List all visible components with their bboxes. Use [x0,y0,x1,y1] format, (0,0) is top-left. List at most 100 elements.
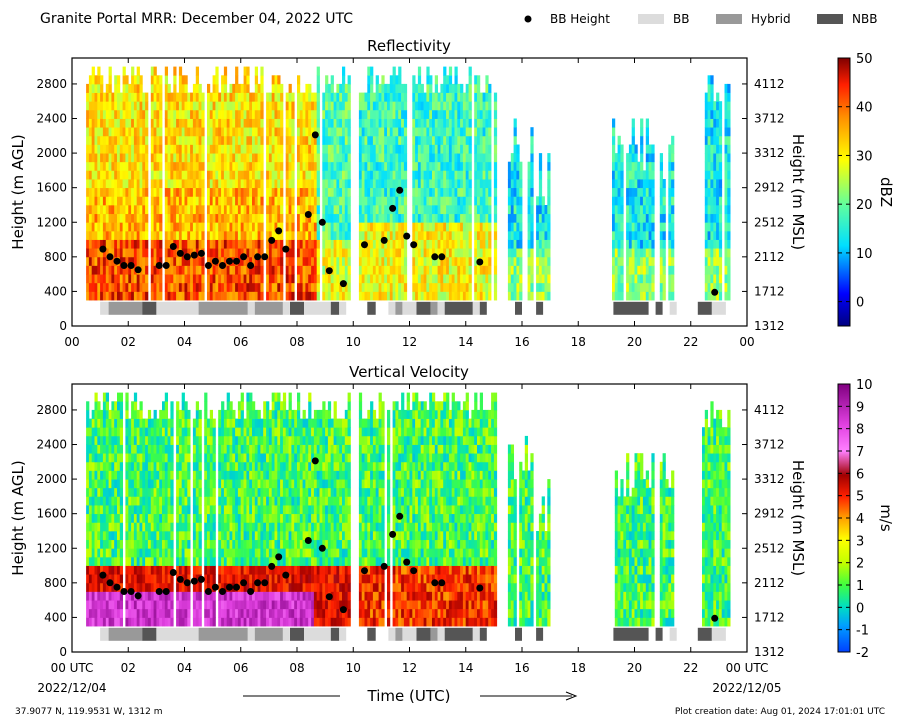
echo-cell [434,92,439,102]
echo-cell [260,83,264,93]
echo-cell [710,222,714,232]
echo-cell [659,265,664,275]
echo-cell [91,470,95,480]
echo-cell [88,487,93,497]
echo-cell [111,574,115,584]
echo-cell [198,205,202,215]
echo-cell [451,205,455,215]
echo-cell [367,222,371,232]
echo-cell [432,265,436,275]
echo-cell [395,83,399,93]
echo-cell [254,66,259,76]
echo-cell [108,591,112,601]
echo-cell [297,75,301,85]
echo-cell [516,170,520,180]
echo-cell [133,461,138,471]
echo-cell [389,135,394,145]
echo-cell [274,92,278,102]
bb-class-segment [613,301,649,315]
echo-cell [249,230,253,240]
echo-cell [190,291,194,301]
echo-cell [136,179,140,189]
echo-cell [372,291,377,301]
echo-cell [114,531,118,541]
echo-cell [192,196,197,206]
echo-cell [237,83,242,93]
echo-cell [153,513,157,523]
echo-cell [387,127,391,137]
echo-cell [423,274,427,284]
echo-cell [94,291,98,301]
echo-cell [88,205,93,215]
echo-cell [420,222,424,232]
x-tick-label: 06 [233,335,248,349]
echo-cell [333,135,337,145]
echo-cell [462,239,467,249]
echo-cell [288,265,292,275]
echo-cell [704,170,709,180]
echo-cell [412,170,416,180]
echo-cell [311,118,315,128]
echo-cell [131,531,135,541]
echo-cell [671,144,675,154]
echo-cell [465,170,469,180]
echo-cell [448,282,453,292]
echo-cell [325,92,329,102]
echo-cell [432,222,436,232]
echo-cell [125,109,129,119]
echo-cell [420,83,424,93]
echo-cell [527,256,531,266]
echo-cell [111,591,115,601]
echo-cell [479,248,484,258]
echo-cell [288,170,292,180]
echo-cell [443,161,447,171]
echo-cell [108,179,112,189]
echo-cell [429,135,433,145]
echo-cell [125,92,129,102]
echo-cell [117,479,121,489]
echo-cell [108,83,112,93]
echo-cell [305,109,309,119]
echo-cell [88,92,93,102]
echo-cell [381,75,385,85]
echo-cell [316,66,320,76]
echo-cell [516,196,520,206]
echo-cell [249,127,253,137]
echo-cell [389,92,394,102]
echo-cell [482,187,486,197]
echo-cell [299,153,304,163]
echo-cell [401,187,405,197]
echo-cell [468,92,472,102]
echo-cell [181,256,185,266]
echo-cell [620,222,624,232]
echo-cell [195,75,200,85]
echo-cell [547,282,551,292]
echo-cell [297,222,301,232]
echo-cell [105,205,110,215]
echo-cell [218,92,222,102]
echo-cell [128,92,132,102]
echo-cell [136,453,140,463]
echo-cell [119,392,124,402]
echo-cell [150,556,155,566]
echo-cell [612,213,616,223]
echo-cell [221,187,225,197]
echo-cell [671,153,675,163]
echo-cell [207,248,211,258]
echo-cell [221,161,225,171]
echo-cell [167,617,171,627]
echo-cell [536,213,540,223]
echo-cell [131,118,135,128]
echo-cell [372,101,377,111]
echo-cell [147,513,152,523]
echo-cell [232,127,236,137]
echo-cell [164,556,169,566]
echo-cell [288,161,292,171]
echo-cell [302,161,306,171]
echo-cell [88,444,93,454]
legend-label: NBB [852,12,877,26]
echo-cell [195,170,200,180]
echo-cell [105,153,110,163]
echo-cell [212,248,216,258]
echo-cell [344,92,349,102]
